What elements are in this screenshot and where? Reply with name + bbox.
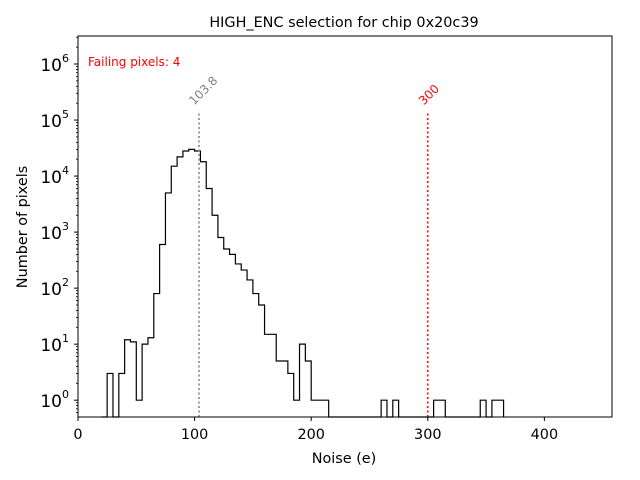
x-axis-label: Noise (e) bbox=[312, 451, 377, 467]
y-tick-label: 106 bbox=[40, 52, 69, 76]
y-tick-label: 103 bbox=[40, 220, 69, 244]
y-axis: 100 101 102 103 104 105 106 bbox=[40, 36, 78, 414]
y-tick-label: 104 bbox=[40, 164, 69, 188]
y-tick-label: 102 bbox=[40, 276, 69, 300]
x-tick-label: 200 bbox=[297, 427, 324, 443]
x-tick-label: 0 bbox=[73, 427, 82, 443]
y-tick-label: 105 bbox=[40, 108, 69, 132]
chart-title: HIGH_ENC selection for chip 0x20c39 bbox=[209, 15, 478, 31]
y-axis-label: Number of pixels bbox=[15, 166, 31, 288]
y-tick-label: 101 bbox=[40, 332, 69, 356]
x-tick-label: 100 bbox=[181, 427, 208, 443]
x-tick-label: 400 bbox=[531, 427, 558, 443]
x-tick-label: 300 bbox=[414, 427, 441, 443]
y-tick-label: 100 bbox=[40, 388, 69, 412]
x-axis: 0 100 200 300 400 bbox=[73, 417, 558, 443]
plot-frame bbox=[77, 35, 613, 418]
failing-pixels-annotation: Failing pixels: 4 bbox=[88, 55, 180, 69]
